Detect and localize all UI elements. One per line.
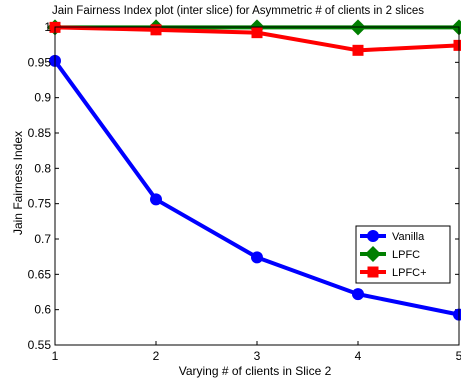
y-tick-label: 0.6 xyxy=(34,303,51,317)
x-tick-label: 2 xyxy=(153,349,160,363)
x-axis-title: Varying # of clients in Slice 2 xyxy=(179,364,332,378)
data-point-lpfc-plus xyxy=(453,39,461,51)
chart-title: Jain Fairness Index plot (inter slice) f… xyxy=(52,5,424,17)
y-tick-label: 0.7 xyxy=(34,232,51,246)
plot-frame xyxy=(54,26,460,346)
x-tick-label: 1 xyxy=(52,349,59,363)
data-point-vanilla xyxy=(150,193,162,206)
y-tick-label: 0.95 xyxy=(28,55,52,69)
x-tick-label: 3 xyxy=(254,349,261,363)
y-tick-label: 0.85 xyxy=(28,126,52,140)
data-point-lpfc-plus xyxy=(251,27,263,39)
y-tick-label: 0.55 xyxy=(28,338,52,352)
data-point-vanilla xyxy=(251,251,263,264)
data-point-lpfc-plus xyxy=(352,44,364,56)
y-tick-label: 0.8 xyxy=(34,161,51,175)
y-tick-label: 0.9 xyxy=(34,91,51,105)
series-vanilla xyxy=(49,54,461,321)
legend-marker-lpfc-plus xyxy=(367,266,379,278)
x-tick-label: 5 xyxy=(456,349,461,363)
legend-label-lpfc: LPFC xyxy=(392,249,420,261)
tick-labels: 1 2 3 4 5 0.55 0.6 0.65 0.7 0.75 0.8 0.85 0.9 0.95 1 xyxy=(28,20,461,363)
y-axis-title: Jain Fairness Index xyxy=(11,131,25,235)
y-tick-label: 1 xyxy=(44,20,51,34)
legend-marker-lpfc xyxy=(365,246,381,262)
data-point-lpfc-plus xyxy=(150,24,162,36)
legend-marker-vanilla xyxy=(367,230,379,242)
legend-label-vanilla: Vanilla xyxy=(392,231,425,243)
plot-area xyxy=(55,27,459,345)
y-tick-label: 0.65 xyxy=(28,267,52,281)
legend-label-lpfc-plus: LPFC+ xyxy=(392,267,427,279)
y-tick-label: 0.75 xyxy=(28,197,52,211)
x-tick-label: 4 xyxy=(355,349,362,363)
data-point-vanilla xyxy=(352,288,364,301)
legend: Vanilla LPFC LPFC+ xyxy=(355,225,451,284)
